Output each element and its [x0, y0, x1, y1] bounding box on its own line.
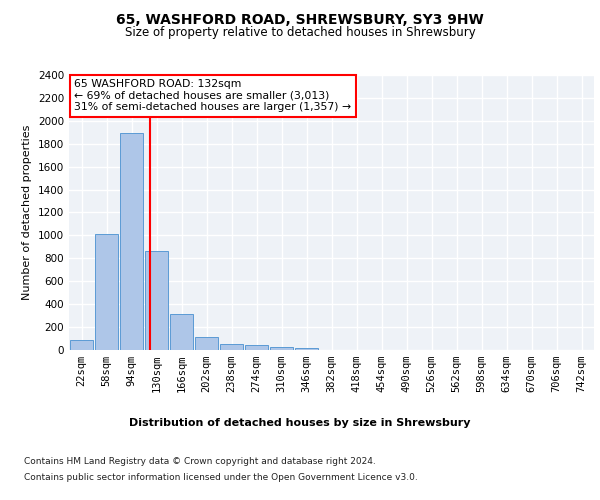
- Bar: [120, 134, 143, 350]
- Text: 65, WASHFORD ROAD, SHREWSBURY, SY3 9HW: 65, WASHFORD ROAD, SHREWSBURY, SY3 9HW: [116, 12, 484, 26]
- Text: Contains HM Land Registry data © Crown copyright and database right 2024.: Contains HM Land Registry data © Crown c…: [24, 458, 376, 466]
- Text: Contains public sector information licensed under the Open Government Licence v3: Contains public sector information licen…: [24, 472, 418, 482]
- Bar: [270, 346, 293, 350]
- Text: Distribution of detached houses by size in Shrewsbury: Distribution of detached houses by size …: [129, 418, 471, 428]
- Bar: [170, 314, 193, 350]
- Y-axis label: Number of detached properties: Number of detached properties: [22, 125, 32, 300]
- Bar: [95, 234, 118, 350]
- Bar: [70, 340, 93, 350]
- Bar: [245, 346, 268, 350]
- Bar: [145, 252, 168, 350]
- Text: 65 WASHFORD ROAD: 132sqm
← 69% of detached houses are smaller (3,013)
31% of sem: 65 WASHFORD ROAD: 132sqm ← 69% of detach…: [74, 79, 352, 112]
- Text: Size of property relative to detached houses in Shrewsbury: Size of property relative to detached ho…: [125, 26, 475, 39]
- Bar: [195, 337, 218, 350]
- Bar: [295, 348, 318, 350]
- Bar: [220, 344, 243, 350]
